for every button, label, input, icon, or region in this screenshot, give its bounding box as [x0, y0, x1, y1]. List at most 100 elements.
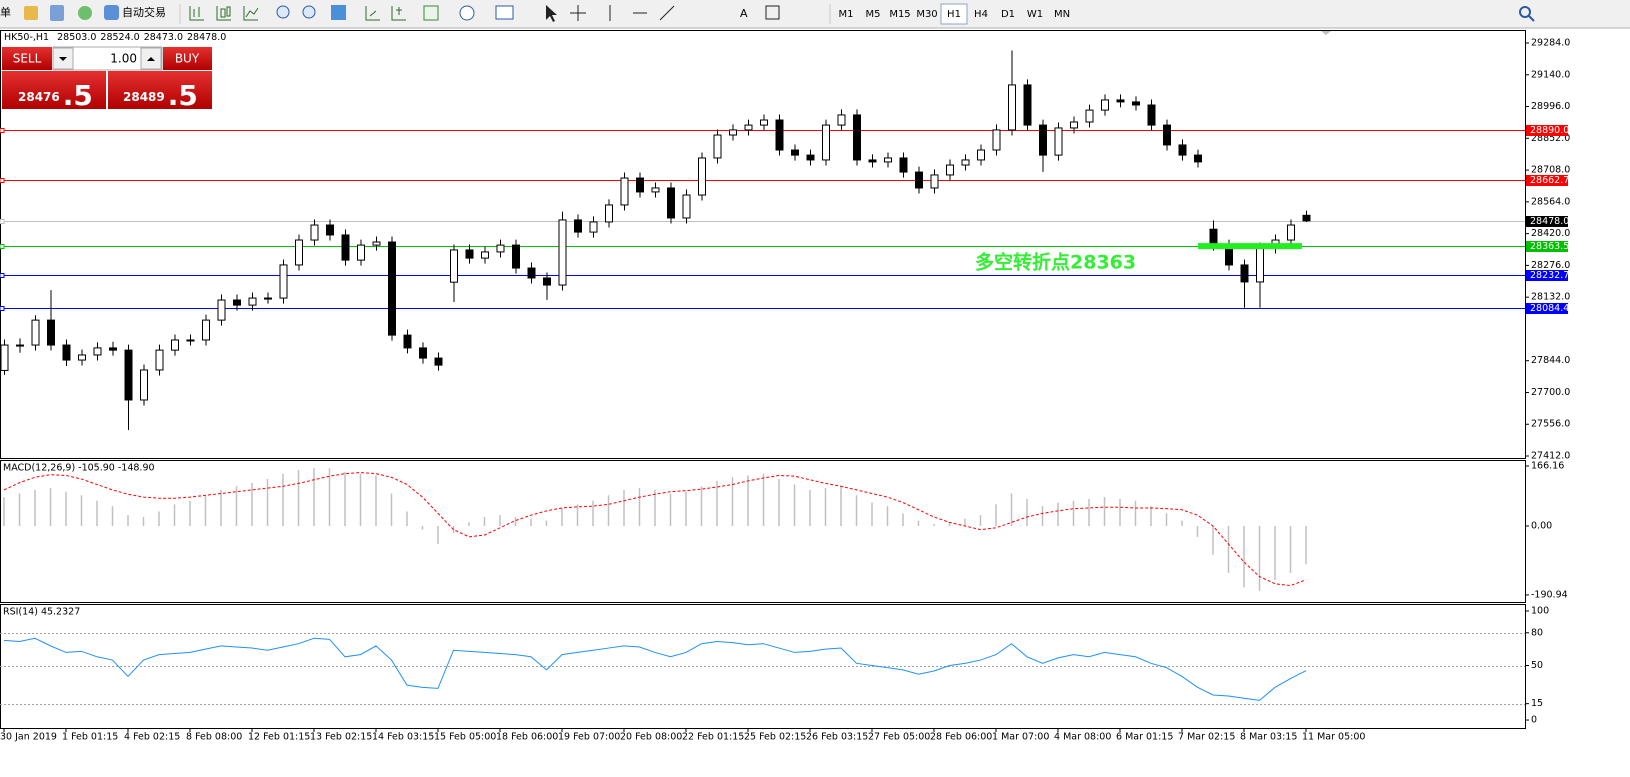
level-handle — [0, 273, 5, 278]
timeframe-label[interactable]: D1 — [1001, 9, 1015, 20]
ask-box[interactable] — [108, 71, 212, 109]
icon[interactable] — [50, 5, 64, 21]
chart-shift-marker[interactable] — [1321, 31, 1331, 35]
candle-body — [434, 357, 443, 366]
candle-body — [465, 249, 474, 259]
macd-frame — [0, 460, 1526, 603]
level-price-label: 28890.0 — [1530, 125, 1569, 136]
sell-button[interactable] — [2, 47, 52, 70]
candle-body — [744, 124, 753, 131]
volume[interactable]: 1.00 — [110, 52, 137, 66]
timeframe-button[interactable] — [940, 3, 968, 25]
timeframe-button[interactable] — [887, 4, 913, 24]
candle-body — [930, 174, 939, 189]
toolbar-label[interactable]: 单 — [0, 6, 11, 19]
timeframe-label[interactable]: M1 — [839, 9, 854, 20]
level-price-box — [1526, 303, 1568, 314]
symbol: HK50-,H1 — [4, 32, 49, 43]
candle-body — [1132, 101, 1140, 106]
timeframe-label[interactable]: M30 — [916, 9, 937, 20]
candle-body — [806, 154, 815, 161]
icon[interactable] — [391, 6, 406, 21]
level-price-box — [1526, 270, 1568, 281]
ohlc-value: 28503.0 — [57, 32, 96, 43]
one-click-trading: SELL 1.00 BUY 28476.5 28489.5 — [2, 46, 212, 112]
icon[interactable] — [243, 6, 259, 21]
icon[interactable] — [78, 6, 92, 20]
ask-price[interactable]: 28489.5 — [123, 79, 198, 112]
candle-body — [698, 157, 706, 196]
icon[interactable] — [570, 5, 586, 21]
timeframe-button[interactable] — [1022, 4, 1048, 24]
icon[interactable] — [189, 6, 204, 21]
bid-box[interactable] — [2, 71, 106, 109]
buy-button[interactable] — [163, 47, 212, 70]
candle-body — [1085, 109, 1094, 123]
indicator-title: MACD(12,26,9) -105.90 -148.90 — [3, 463, 155, 474]
candle-body — [310, 224, 319, 241]
timeframe-button[interactable] — [995, 4, 1021, 24]
level-handle — [0, 219, 5, 224]
icon[interactable] — [495, 5, 514, 20]
search-icon[interactable] — [1528, 15, 1535, 22]
candle-body — [47, 319, 55, 346]
timeframe-button[interactable] — [914, 4, 940, 24]
y-tick-label: 27700.0 — [1531, 387, 1570, 398]
candle-body — [16, 344, 24, 347]
candle-body — [729, 129, 737, 136]
icon[interactable]: A — [740, 7, 748, 20]
timeframe-button[interactable] — [860, 4, 886, 24]
y-tick-label: 50 — [1531, 660, 1543, 671]
candle-body — [1147, 104, 1156, 126]
y-tick-label: 15 — [1531, 698, 1543, 709]
icon[interactable] — [609, 5, 675, 21]
level-price-label: 28662.7 — [1530, 175, 1569, 186]
candle-body — [868, 159, 877, 163]
candle-body — [124, 349, 133, 401]
candle-body — [682, 194, 691, 219]
bid-price[interactable]: 28476.5 — [18, 79, 93, 112]
x-tick-label: 25 Feb 02:15 — [744, 732, 806, 743]
timeframe-label[interactable]: M15 — [889, 9, 910, 20]
y-tick-label: 28708.0 — [1531, 165, 1570, 176]
timeframe-label[interactable]: M5 — [866, 9, 881, 20]
icon[interactable] — [459, 5, 475, 21]
x-tick-label: 7 Mar 02:15 — [1178, 732, 1235, 743]
timeframe-button[interactable] — [833, 4, 859, 24]
candle-body — [388, 241, 396, 336]
icon[interactable] — [24, 6, 38, 20]
y-tick-label: 28132.0 — [1531, 292, 1570, 303]
buy-label[interactable]: BUY — [175, 52, 200, 66]
icon[interactable] — [546, 5, 557, 22]
sell-label[interactable]: SELL — [13, 52, 42, 66]
icon[interactable] — [423, 5, 439, 21]
timeframe-label[interactable]: H4 — [974, 9, 988, 20]
icon[interactable] — [276, 5, 290, 19]
timeframe-label[interactable]: W1 — [1027, 9, 1043, 20]
timeframe-button[interactable] — [968, 4, 994, 24]
candle-body — [403, 334, 412, 349]
icon[interactable] — [104, 5, 119, 20]
candle-body — [822, 124, 830, 161]
icon[interactable] — [331, 5, 346, 20]
candle-body — [946, 164, 954, 176]
icon[interactable] — [216, 6, 231, 21]
y-tick-label: 0.00 — [1531, 520, 1552, 531]
timeframe-label[interactable]: MN — [1054, 9, 1070, 20]
y-tick-label: 29284.0 — [1531, 38, 1570, 49]
candle-body — [140, 369, 148, 401]
auto-trading[interactable]: 自动交易 — [122, 5, 166, 19]
icon[interactable] — [765, 5, 780, 20]
x-tick-label: 20 Feb 08:00 — [620, 732, 682, 743]
arrow — [147, 57, 155, 61]
bid-main: 28476 — [18, 90, 60, 104]
x-tick-label: 4 Feb 02:15 — [124, 732, 180, 743]
icon[interactable] — [302, 5, 316, 19]
candle-body — [31, 319, 40, 346]
search-icon[interactable] — [1519, 6, 1531, 18]
icon[interactable] — [365, 6, 380, 21]
candle-body — [1209, 228, 1218, 246]
timeframe-label[interactable]: H1 — [947, 9, 961, 20]
timeframe-button[interactable] — [1049, 4, 1075, 24]
y-tick-label: 166.16 — [1531, 461, 1564, 472]
